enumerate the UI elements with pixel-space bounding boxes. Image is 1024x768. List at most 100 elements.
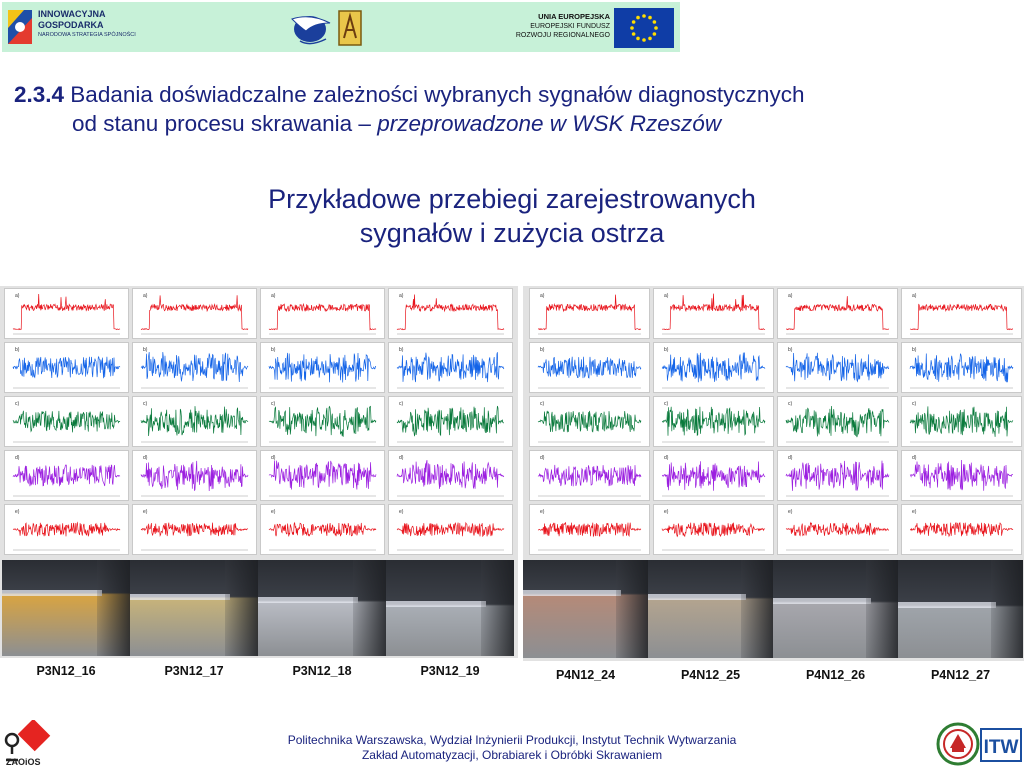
program-line2: GOSPODARKA bbox=[38, 20, 104, 30]
signal-trace bbox=[785, 352, 890, 383]
chart-panel-label: e) bbox=[540, 509, 545, 515]
chart-panel-label: b) bbox=[143, 347, 148, 353]
signal-trace bbox=[140, 460, 249, 492]
signal-trace bbox=[785, 460, 890, 491]
signal-plot: a) bbox=[140, 293, 249, 335]
chart-panel-label: d) bbox=[271, 455, 276, 461]
chart-panel-label: d) bbox=[912, 455, 917, 461]
signal-chart: d) bbox=[653, 450, 774, 501]
cutting-edge-highlight bbox=[2, 589, 102, 596]
signal-chart: c) bbox=[653, 396, 774, 447]
signal-plot: c) bbox=[661, 401, 766, 443]
insert-side-shadow bbox=[990, 560, 1023, 658]
signal-plot: a) bbox=[661, 293, 766, 335]
signal-trace bbox=[12, 521, 121, 537]
signal-trace bbox=[910, 522, 1014, 538]
signal-chart: b) bbox=[4, 342, 129, 393]
signal-chart: e) bbox=[777, 504, 898, 555]
photo-caption: P4N12_27 bbox=[930, 668, 991, 682]
tool-wear-photo bbox=[386, 560, 514, 656]
itw-logo: ITW bbox=[980, 728, 1022, 762]
cutting-edge-highlight bbox=[898, 602, 996, 609]
itw-logo-text: ITW bbox=[984, 737, 1019, 758]
photo-caption: P4N12_26 bbox=[805, 668, 866, 682]
chart-panel-label: a) bbox=[540, 293, 545, 299]
chart-panel-label: d) bbox=[143, 455, 148, 461]
signal-plot: b) bbox=[140, 347, 249, 389]
chart-panel-label: b) bbox=[788, 347, 793, 353]
innowacyjna-gospodarka-logo bbox=[8, 10, 32, 44]
chart-panel-label: e) bbox=[912, 509, 917, 515]
chart-panel-label: b) bbox=[399, 347, 404, 353]
tool-wear-photo bbox=[648, 560, 773, 658]
signal-chart: a) bbox=[529, 288, 650, 339]
polish-wing-emblem bbox=[291, 16, 331, 45]
signal-chart: d) bbox=[132, 450, 257, 501]
signal-chart: c) bbox=[4, 396, 129, 447]
signal-trace bbox=[268, 521, 377, 537]
footer-line2: Zakład Automatyzacji, Obrabiarek i Obrób… bbox=[361, 748, 663, 762]
signal-plot: b) bbox=[268, 347, 377, 389]
chart-panel-label: d) bbox=[664, 455, 669, 461]
chart-panel-label: b) bbox=[912, 347, 917, 353]
signal-chart: d) bbox=[4, 450, 129, 501]
signal-chart: b) bbox=[388, 342, 513, 393]
signal-trace bbox=[268, 352, 377, 383]
signal-chart: a) bbox=[653, 288, 774, 339]
signal-plot: e) bbox=[140, 509, 249, 551]
chart-panel-label: c) bbox=[540, 401, 545, 407]
signal-plot: e) bbox=[396, 509, 505, 551]
chart-panel-label: c) bbox=[399, 401, 404, 407]
signal-plot: e) bbox=[785, 509, 889, 551]
signal-trace bbox=[12, 410, 121, 433]
insert-side-shadow bbox=[352, 560, 386, 656]
insert-side-shadow bbox=[480, 560, 514, 656]
signal-trace bbox=[268, 405, 377, 437]
signal-plot: c) bbox=[396, 401, 505, 443]
signal-chart: e) bbox=[653, 504, 774, 555]
chart-panel-label: b) bbox=[15, 347, 20, 353]
signal-chart: a) bbox=[901, 288, 1022, 339]
tool-wear-photo bbox=[130, 560, 258, 656]
chart-panel-label: a) bbox=[271, 293, 276, 299]
chart-panel-label: e) bbox=[664, 509, 669, 515]
signal-trace bbox=[12, 293, 121, 331]
signal-trace bbox=[268, 302, 377, 331]
subtitle-line1: Przykładowe przebiegi zarejestrowanych bbox=[268, 184, 756, 214]
signal-trace bbox=[661, 293, 766, 331]
signal-plot: b) bbox=[12, 347, 121, 389]
chart-panel-label: c) bbox=[912, 401, 917, 407]
cutting-edge-highlight bbox=[386, 601, 486, 608]
chart-panel-label: a) bbox=[143, 293, 148, 299]
signal-plot: a) bbox=[12, 293, 121, 335]
signal-plot: a) bbox=[268, 293, 377, 335]
signal-trace bbox=[909, 353, 1014, 383]
chart-panel-label: a) bbox=[664, 293, 669, 299]
section-title-line2-italic: przeprowadzone w WSK Rzeszów bbox=[377, 111, 722, 136]
slide-subtitle: Przykładowe przebiegi zarejestrowanych s… bbox=[0, 182, 1024, 250]
signal-trace bbox=[140, 295, 249, 331]
program-line3: NARODOWA STRATEGIA SPÓJNOŚCI bbox=[38, 32, 136, 38]
signal-trace bbox=[786, 296, 890, 331]
signal-plot: c) bbox=[268, 401, 377, 443]
signal-trace bbox=[537, 521, 642, 538]
signal-plot: e) bbox=[661, 509, 766, 551]
signal-plot: d) bbox=[12, 455, 121, 497]
signal-trace bbox=[537, 356, 642, 379]
signal-trace bbox=[268, 460, 377, 490]
photo-caption: P4N12_25 bbox=[680, 668, 741, 682]
signal-trace bbox=[396, 521, 505, 538]
section-title-line2-text: od stanu procesu skrawania – bbox=[72, 111, 378, 136]
chart-panel-label: b) bbox=[271, 347, 276, 353]
signal-chart: c) bbox=[901, 396, 1022, 447]
signal-plot: b) bbox=[396, 347, 505, 389]
photo-caption: P4N12_24 bbox=[555, 668, 616, 682]
signal-chart: d) bbox=[388, 450, 513, 501]
lubelskie-logo bbox=[338, 10, 362, 46]
signal-plot: a) bbox=[909, 293, 1013, 335]
signal-chart: e) bbox=[260, 504, 385, 555]
signal-plot: d) bbox=[661, 455, 766, 497]
signal-plot: c) bbox=[140, 401, 249, 443]
chart-panel-label: e) bbox=[15, 509, 20, 515]
chart-panel-label: e) bbox=[788, 509, 793, 515]
